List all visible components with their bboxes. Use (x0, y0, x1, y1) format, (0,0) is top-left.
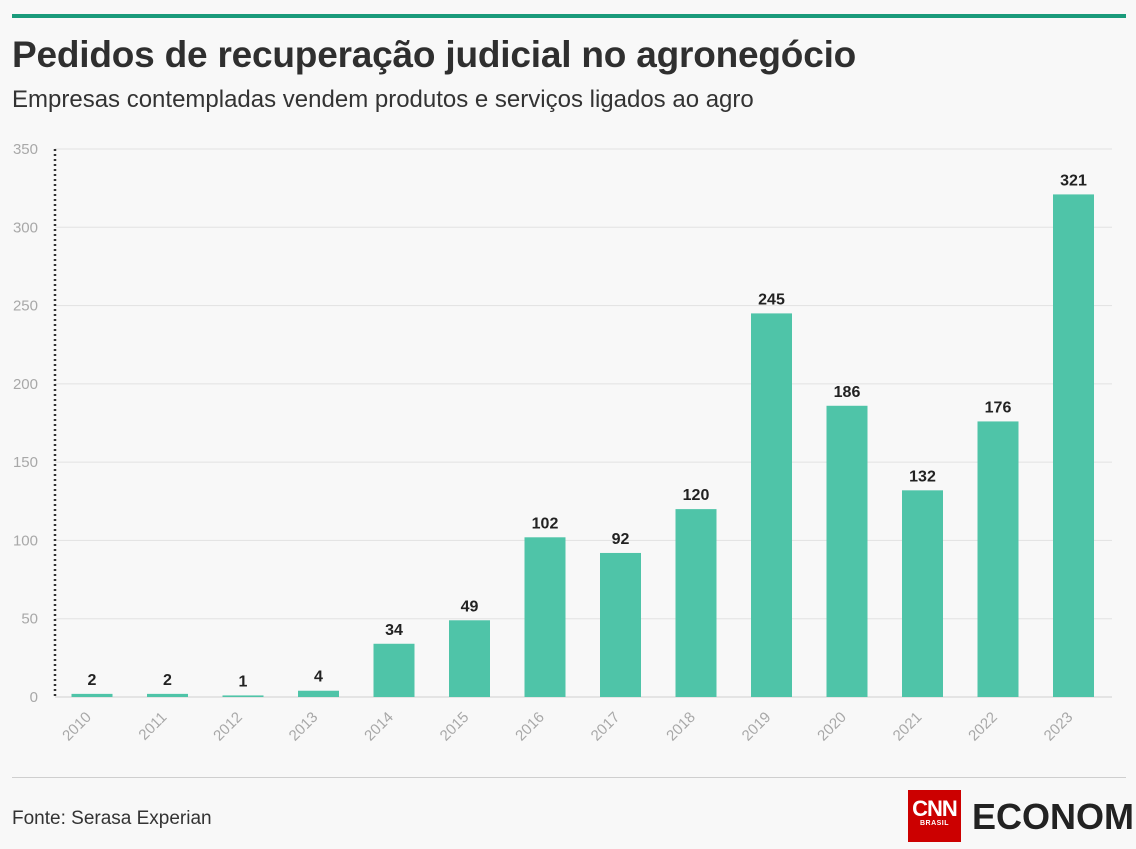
x-tick-label: 2012 (210, 709, 246, 745)
bar (826, 405, 868, 697)
data-label: 176 (985, 399, 1012, 416)
y-tick-label: 200 (13, 376, 38, 393)
bar (147, 693, 188, 697)
data-label: 4 (314, 669, 323, 686)
x-tick-label: 2016 (512, 709, 548, 745)
bar (71, 693, 113, 697)
chart-subtitle: Empresas contempladas vendem produtos e … (12, 86, 754, 113)
cnn-brasil-logo: CNN BRASIL (908, 790, 961, 842)
bar-chart: 0 50 100 150 200 250 300 350 2 2010 2 2011 1 2012 4 201… (13, 141, 1112, 745)
bar (902, 490, 943, 697)
data-label: 34 (385, 622, 403, 639)
data-label: 2 (163, 672, 172, 689)
bar (222, 695, 264, 697)
bar (600, 552, 641, 697)
x-tick-label: 2018 (663, 709, 699, 745)
x-tick-label: 2021 (890, 709, 926, 745)
y-tick-label: 100 (13, 532, 38, 549)
data-label: 1 (239, 673, 248, 690)
bar (751, 313, 792, 697)
data-label: 2 (88, 672, 97, 689)
x-tick-label: 2011 (135, 709, 170, 744)
x-tick-label: 2014 (361, 709, 397, 745)
brasil-logo-text: BRASIL (919, 820, 950, 827)
x-tick-label: 2022 (965, 709, 1001, 745)
y-tick-label: 250 (13, 298, 38, 315)
data-label: 245 (758, 291, 785, 308)
cnn-logo-text: CNN (912, 796, 958, 821)
x-tick-label: 2010 (59, 709, 95, 745)
bar (977, 421, 1019, 697)
data-label: 321 (1060, 172, 1087, 189)
economia-logo-main: ECONOM (972, 796, 1134, 837)
x-tick-label: 2015 (437, 709, 473, 745)
source-note: Fonte: Serasa Experian (12, 808, 212, 829)
top-accent-rule (12, 14, 1126, 18)
bar (1053, 194, 1094, 698)
chart-title: Pedidos de recuperação judicial no agron… (12, 34, 857, 75)
data-label: 132 (909, 468, 936, 485)
data-label: 186 (834, 384, 861, 401)
economia-logo-accent: IA (1134, 796, 1136, 837)
y-tick-label: 50 (21, 611, 38, 628)
data-label: 49 (461, 598, 479, 615)
data-label: 92 (612, 531, 630, 548)
x-tick-label: 2023 (1041, 709, 1077, 745)
x-tick-label: 2013 (286, 709, 322, 745)
x-tick-label: 2020 (814, 709, 850, 745)
bar (373, 643, 415, 697)
y-tick-label: 150 (13, 454, 38, 471)
data-label: 102 (532, 515, 559, 532)
y-tick-label: 0 (30, 689, 38, 706)
bar (675, 509, 717, 697)
y-tick-label: 300 (13, 219, 38, 236)
x-tick-label: 2017 (588, 709, 624, 745)
bar (524, 537, 566, 697)
bar (449, 620, 490, 697)
bar (298, 690, 339, 697)
economia-logo: ECONOMIA (972, 796, 1136, 838)
footer-divider (12, 777, 1126, 778)
y-tick-label: 350 (13, 141, 38, 158)
data-label: 120 (683, 487, 710, 504)
x-tick-label: 2019 (739, 709, 775, 745)
